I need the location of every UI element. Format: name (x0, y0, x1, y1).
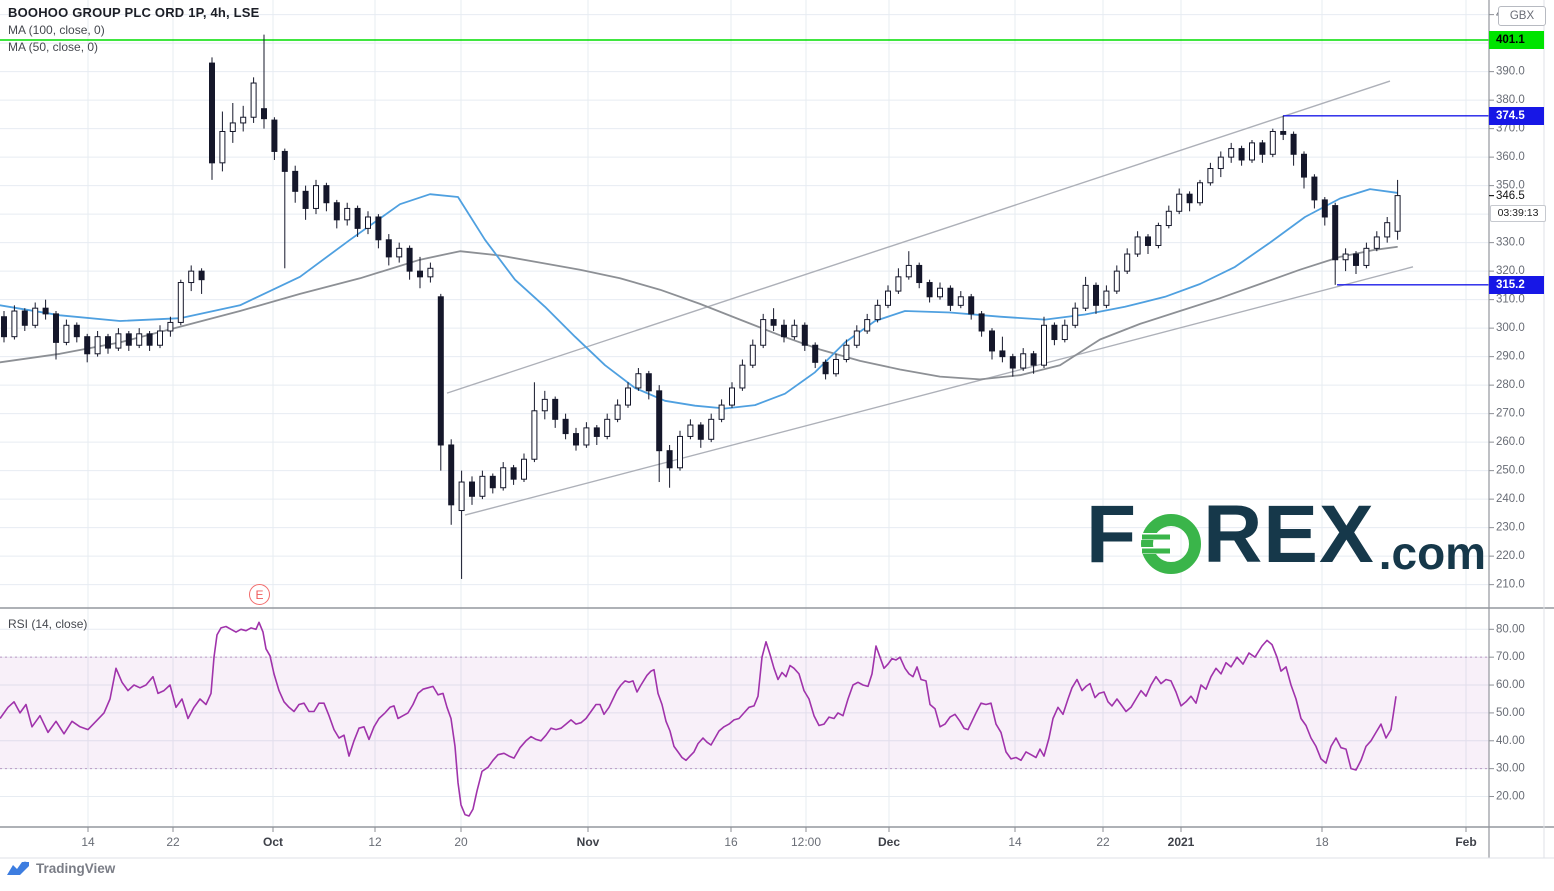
svg-text:350.0: 350.0 (1496, 180, 1525, 192)
ma50-legend-label[interactable]: MA (50, close, 0) (8, 40, 99, 54)
svg-text:290.0: 290.0 (1496, 351, 1525, 363)
currency-unit-badge[interactable]: GBX (1498, 6, 1546, 26)
tradingview-logo-text: TradingView (36, 861, 116, 876)
ma100-legend-label[interactable]: MA (100, close, 0) (8, 23, 105, 37)
candles (1, 34, 1401, 579)
svg-text:12:00: 12:00 (791, 835, 821, 849)
pane-borders (0, 0, 1554, 859)
bar-countdown-timer: 03:39:13 (1490, 205, 1546, 222)
svg-text:270.0: 270.0 (1496, 408, 1525, 420)
svg-text:Nov: Nov (577, 835, 600, 849)
svg-text:300.0: 300.0 (1496, 322, 1525, 334)
svg-text:Feb: Feb (1455, 835, 1476, 849)
moving-averages (0, 188, 1398, 410)
watermark-f: F (1086, 489, 1138, 580)
rsi-line[interactable] (0, 621, 1397, 817)
svg-text:260.0: 260.0 (1496, 436, 1525, 448)
svg-text:360.0: 360.0 (1496, 151, 1525, 163)
svg-text:210.0: 210.0 (1496, 579, 1525, 591)
svg-text:230.0: 230.0 (1496, 522, 1525, 534)
svg-text:220.0: 220.0 (1496, 550, 1525, 562)
price-level-badge-315: 315.2 (1489, 276, 1544, 294)
svg-text:70.00: 70.00 (1496, 651, 1525, 663)
svg-text:Dec: Dec (878, 835, 900, 849)
svg-text:330.0: 330.0 (1496, 237, 1525, 249)
svg-text:320.0: 320.0 (1496, 265, 1525, 277)
symbol-title[interactable]: BOOHOO GROUP PLC ORD 1P, 4h, LSE (8, 5, 260, 20)
svg-text:16: 16 (724, 835, 738, 849)
svg-text:40.00: 40.00 (1496, 735, 1525, 747)
svg-text:12: 12 (368, 835, 382, 849)
last-price-label: 346.5 (1496, 190, 1525, 202)
svg-text:370.0: 370.0 (1496, 123, 1525, 135)
earnings-marker[interactable]: E (249, 584, 270, 605)
svg-text:20: 20 (454, 835, 468, 849)
svg-text:390.0: 390.0 (1496, 66, 1525, 78)
svg-text:380.0: 380.0 (1496, 94, 1525, 106)
svg-text:22: 22 (1096, 835, 1110, 849)
svg-text:60.00: 60.00 (1496, 679, 1525, 691)
trendlines (446, 80, 1414, 516)
svg-text:250.0: 250.0 (1496, 465, 1525, 477)
price-axis[interactable]: 410.0390.0380.0370.0360.0350.0330.0320.0… (1489, 9, 1525, 591)
rsi-plot (0, 621, 1397, 817)
svg-text:80.00: 80.00 (1496, 623, 1525, 635)
svg-text:14: 14 (1008, 835, 1022, 849)
trendline-upper[interactable] (446, 80, 1391, 394)
svg-text:50.00: 50.00 (1496, 707, 1525, 719)
watermark-com: .com (1378, 527, 1487, 579)
forex-watermark: F REX .com (1086, 489, 1487, 580)
svg-text:240.0: 240.0 (1496, 493, 1525, 505)
price-level-badge-401: 401.1 (1489, 31, 1544, 49)
tradingview-logo[interactable]: TradingView (7, 861, 115, 876)
svg-text:280.0: 280.0 (1496, 379, 1525, 391)
trendline-lower[interactable] (464, 266, 1414, 516)
svg-text:20.00: 20.00 (1496, 791, 1525, 803)
svg-text:14: 14 (81, 835, 95, 849)
ma100-line[interactable] (0, 246, 1398, 381)
price-level-lines (0, 39, 1489, 286)
svg-text:2021: 2021 (1168, 835, 1195, 849)
tradingview-mountain-icon (7, 861, 29, 875)
ma50-line[interactable] (0, 188, 1398, 410)
svg-text:310.0: 310.0 (1496, 294, 1525, 306)
rsi-legend-label[interactable]: RSI (14, close) (8, 617, 88, 631)
forex-o-euro-icon (1139, 514, 1202, 574)
svg-text:30.00: 30.00 (1496, 763, 1525, 775)
price-level-badge-374: 374.5 (1489, 107, 1544, 125)
svg-text:18: 18 (1315, 835, 1329, 849)
symbol-legend: BOOHOO GROUP PLC ORD 1P, 4h, LSE MA (100… (8, 5, 260, 54)
time-axis[interactable]: 14 22 Oct 12 20 Nov 16 12:00 Dec 14 22 2021 18 Feb (81, 827, 1477, 849)
rsi-axis[interactable]: 80.00 70.00 60.00 50.00 40.00 30.00 20.00 (1489, 623, 1525, 803)
watermark-rex: REX (1203, 489, 1375, 580)
svg-text:Oct: Oct (263, 835, 283, 849)
svg-text:22: 22 (166, 835, 180, 849)
